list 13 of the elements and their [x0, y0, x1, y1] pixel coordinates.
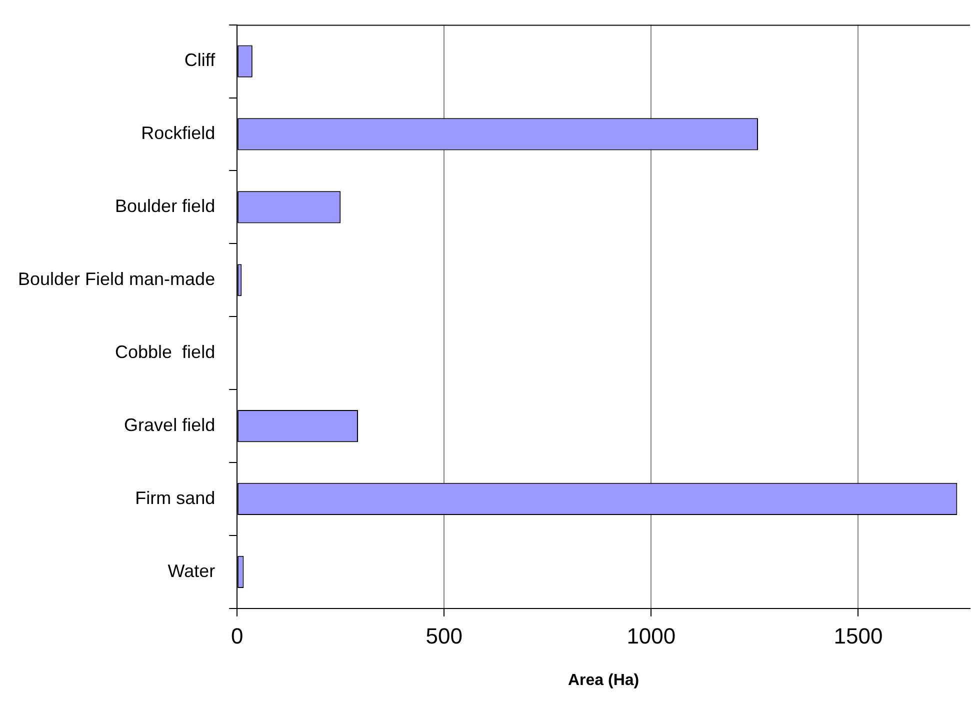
x-axis-title: Area (Ha)	[568, 672, 640, 689]
y-tick-label: Cliff	[184, 50, 216, 70]
x-tick-label: 1500	[834, 624, 883, 649]
x-tick-label: 1000	[626, 624, 676, 649]
x-tick-label: 0	[230, 624, 244, 649]
y-tick-label: Cobble field	[115, 342, 216, 362]
x-tick-label: 500	[426, 624, 462, 649]
y-tick-label: Water	[168, 560, 216, 581]
y-tick-label: Gravel field	[124, 414, 216, 435]
y-tick-label: Firm sand	[135, 488, 216, 508]
y-tick-label: Boulder field	[115, 196, 216, 216]
y-tick-label: Boulder Field man-made	[18, 269, 216, 290]
y-tick-label: Rockfield	[141, 123, 216, 144]
